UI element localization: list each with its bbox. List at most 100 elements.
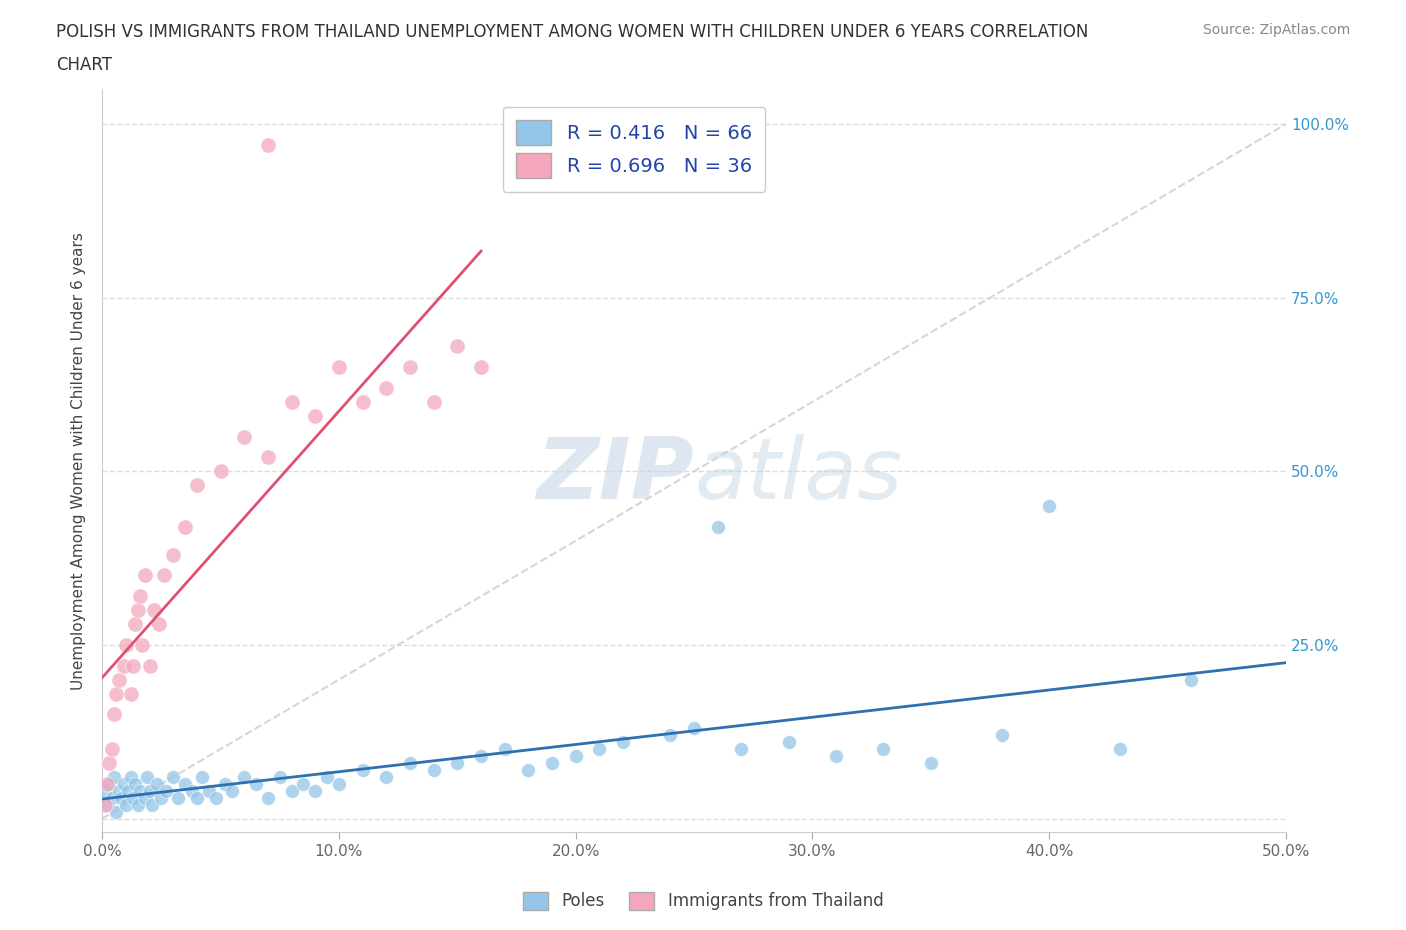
Point bbox=[422, 394, 444, 409]
Point bbox=[115, 797, 138, 812]
Point bbox=[167, 790, 190, 805]
Point bbox=[124, 617, 146, 631]
Point bbox=[105, 686, 128, 701]
Point bbox=[541, 755, 564, 770]
Text: Source: ZipAtlas.com: Source: ZipAtlas.com bbox=[1202, 23, 1350, 37]
Point bbox=[564, 749, 586, 764]
Point bbox=[706, 520, 728, 535]
Point bbox=[107, 783, 129, 798]
Point bbox=[1180, 672, 1202, 687]
Point bbox=[1038, 498, 1060, 513]
Point bbox=[127, 603, 149, 618]
Point bbox=[138, 658, 160, 673]
Text: CHART: CHART bbox=[56, 56, 112, 73]
Point bbox=[131, 637, 153, 652]
Point bbox=[269, 769, 291, 784]
Point bbox=[257, 138, 280, 153]
Point bbox=[494, 741, 516, 756]
Point bbox=[209, 464, 232, 479]
Point bbox=[143, 603, 166, 618]
Point bbox=[103, 707, 125, 722]
Point bbox=[150, 790, 173, 805]
Legend: Poles, Immigrants from Thailand: Poles, Immigrants from Thailand bbox=[516, 885, 890, 917]
Text: atlas: atlas bbox=[695, 434, 903, 517]
Point bbox=[141, 797, 163, 812]
Point bbox=[134, 568, 156, 583]
Point bbox=[148, 617, 170, 631]
Point bbox=[155, 783, 177, 798]
Point bbox=[375, 380, 398, 395]
Point bbox=[1109, 741, 1132, 756]
Point bbox=[186, 790, 208, 805]
Point bbox=[399, 360, 422, 375]
Point bbox=[328, 360, 350, 375]
Point bbox=[93, 783, 115, 798]
Point bbox=[683, 721, 706, 736]
Point bbox=[304, 783, 326, 798]
Y-axis label: Unemployment Among Women with Children Under 6 years: Unemployment Among Women with Children U… bbox=[72, 232, 86, 690]
Point bbox=[612, 735, 634, 750]
Point bbox=[100, 790, 122, 805]
Point bbox=[162, 769, 184, 784]
Point bbox=[129, 589, 152, 604]
Point bbox=[205, 790, 228, 805]
Point bbox=[659, 728, 682, 743]
Point bbox=[730, 741, 752, 756]
Point bbox=[257, 450, 280, 465]
Point bbox=[152, 568, 174, 583]
Point bbox=[174, 777, 197, 791]
Point bbox=[98, 777, 121, 791]
Point bbox=[105, 804, 128, 819]
Point bbox=[100, 741, 122, 756]
Point bbox=[991, 728, 1014, 743]
Text: POLISH VS IMMIGRANTS FROM THAILAND UNEMPLOYMENT AMONG WOMEN WITH CHILDREN UNDER : POLISH VS IMMIGRANTS FROM THAILAND UNEMP… bbox=[56, 23, 1088, 41]
Point bbox=[352, 394, 374, 409]
Point bbox=[446, 339, 468, 353]
Point bbox=[96, 777, 118, 791]
Point bbox=[197, 783, 219, 798]
Point bbox=[174, 520, 197, 535]
Point bbox=[292, 777, 315, 791]
Point bbox=[190, 769, 212, 784]
Legend: R = 0.416   N = 66, R = 0.696   N = 36: R = 0.416 N = 66, R = 0.696 N = 36 bbox=[502, 107, 765, 192]
Point bbox=[127, 797, 149, 812]
Point bbox=[352, 763, 374, 777]
Point bbox=[470, 749, 492, 764]
Point bbox=[103, 769, 125, 784]
Point bbox=[422, 763, 444, 777]
Point bbox=[920, 755, 942, 770]
Point bbox=[96, 797, 118, 812]
Point bbox=[588, 741, 610, 756]
Point bbox=[446, 755, 468, 770]
Point bbox=[316, 769, 339, 784]
Point bbox=[186, 478, 208, 493]
Point bbox=[120, 769, 142, 784]
Point bbox=[214, 777, 236, 791]
Point bbox=[778, 735, 800, 750]
Point bbox=[122, 790, 145, 805]
Point bbox=[470, 360, 492, 375]
Point bbox=[117, 783, 139, 798]
Point bbox=[107, 672, 129, 687]
Point bbox=[221, 783, 243, 798]
Point bbox=[134, 790, 156, 805]
Point bbox=[517, 763, 540, 777]
Point bbox=[280, 783, 302, 798]
Point bbox=[145, 777, 167, 791]
Point bbox=[257, 790, 280, 805]
Point bbox=[304, 408, 326, 423]
Point bbox=[98, 755, 121, 770]
Point bbox=[129, 783, 152, 798]
Point bbox=[375, 769, 398, 784]
Point bbox=[162, 547, 184, 562]
Point bbox=[328, 777, 350, 791]
Point bbox=[122, 658, 145, 673]
Point bbox=[110, 790, 132, 805]
Point bbox=[124, 777, 146, 791]
Point bbox=[138, 783, 160, 798]
Point bbox=[93, 797, 115, 812]
Point bbox=[399, 755, 422, 770]
Point bbox=[233, 429, 256, 444]
Text: ZIP: ZIP bbox=[537, 434, 695, 517]
Point bbox=[181, 783, 204, 798]
